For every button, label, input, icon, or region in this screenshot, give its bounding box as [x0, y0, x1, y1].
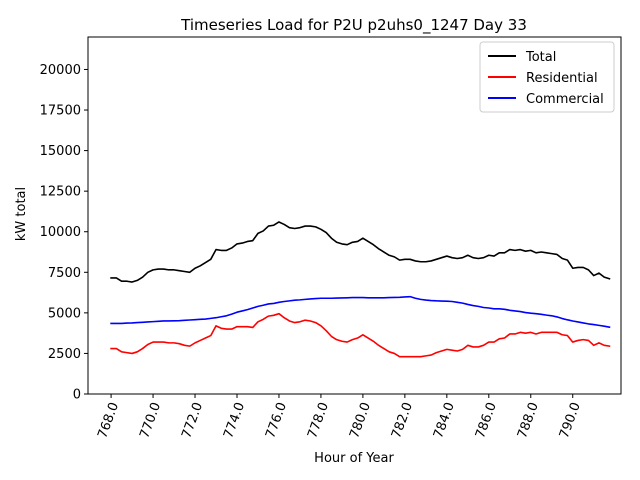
legend-label-residential: Residential: [526, 71, 598, 86]
y-tick-label: 7500: [48, 266, 81, 281]
y-tick-label: 17500: [40, 104, 81, 119]
legend-label-total: Total: [525, 50, 556, 65]
x-axis-label: Hour of Year: [314, 451, 394, 466]
series-line-total: [110, 221, 611, 283]
legend-box: [479, 41, 615, 113]
y-tick-label: 5000: [48, 306, 81, 321]
axes-frame: [87, 36, 622, 395]
y-tick-label: 2500: [48, 347, 81, 362]
chart-title: Timeseries Load for P2U p2uhs0_1247 Day …: [180, 16, 527, 35]
y-axis-label: kW total: [14, 187, 29, 241]
series-line-commercial: [110, 295, 611, 329]
y-tick-label: 20000: [40, 63, 81, 78]
legend: Total Residential Commercial: [479, 41, 615, 113]
series-line-residential: [110, 312, 611, 358]
y-tick-label: 15000: [40, 144, 81, 159]
y-tick-label: 10000: [40, 225, 81, 240]
y-tick-label: 12500: [40, 185, 81, 200]
legend-label-commercial: Commercial: [526, 92, 604, 107]
y-tick-label: 0: [73, 388, 81, 403]
